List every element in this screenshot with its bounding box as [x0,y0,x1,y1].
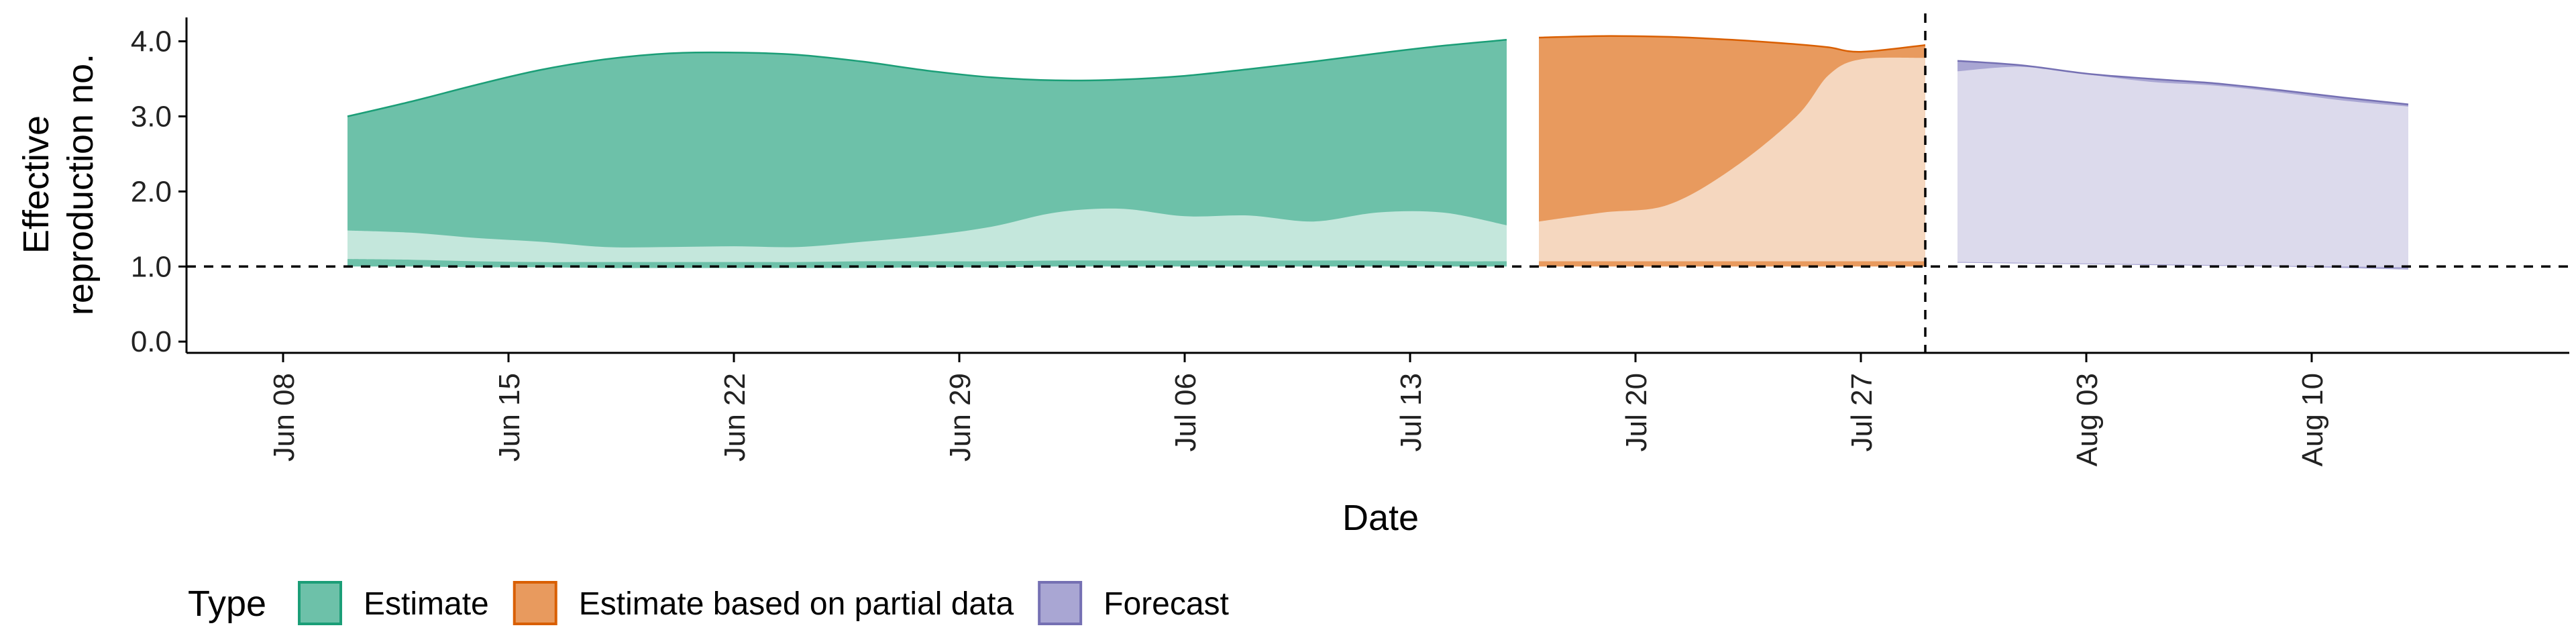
x-tick-label: Aug 03 [2071,373,2104,466]
legend-label-estimate-based-on-partial-data: Estimate based on partial data [579,586,1014,622]
upper-edge-estimate-based-on-partial-data [1538,35,1926,53]
legend-swatch-estimate-based-on-partial-data [513,581,557,625]
x-tick-label: Aug 10 [2296,373,2329,466]
x-tick-label: Jul 27 [1845,373,1878,451]
y-tick-label: 3.0 [131,100,172,133]
band-50-forecast [1957,66,2408,268]
x-tick-label: Jun 22 [718,373,751,462]
x-tick-label: Jul 20 [1620,373,1653,451]
x-tick-label: Jun 08 [268,373,301,462]
band-50-estimate [347,208,1507,262]
legend-label-forecast: Forecast [1104,586,1229,622]
x-tick-label: Jul 13 [1395,373,1428,451]
band-90-estimate [347,40,1507,268]
upper-edge-estimate [347,39,1507,117]
legend-swatch-forecast [1038,581,1083,625]
x-tick-label: Jun 29 [944,373,977,462]
y-tick-label: 1.0 [131,250,172,283]
legend-items: Estimate Estimate based on partial data Fo… [298,581,1229,625]
x-axis-title: Date [1342,498,1419,538]
x-tick-label: Jul 06 [1169,373,1202,451]
y-axis-title-line1: Effective [16,115,56,254]
series-forecast [1957,60,2409,270]
y-tick-label: 2.0 [131,175,172,208]
band-50-estimate-based-on-partial-data [1539,57,1925,262]
y-tick-label: 0.0 [131,325,172,358]
reference-lines [186,13,2569,353]
axes: 0.0 1.0 2.0 3.0 4.0 Jun 08 Jun 15 Jun 22 Jun 29 J… [131,17,2569,466]
legend-title: Type [188,584,266,624]
y-tick-label: 4.0 [131,25,172,58]
y-axis-title-line2: reproduction no. [60,54,101,315]
series-layer [347,35,2409,270]
legend-swatch-estimate [298,581,342,625]
series-estimate-based-on-partial-data [1538,35,1926,267]
legend: Type Estimate Estimate based on partial d… [188,581,1229,625]
series-estimate [347,39,1507,268]
legend-label-estimate: Estimate [364,586,489,622]
upper-edge-forecast [1957,60,2409,105]
x-tick-label: Jun 15 [493,373,526,462]
